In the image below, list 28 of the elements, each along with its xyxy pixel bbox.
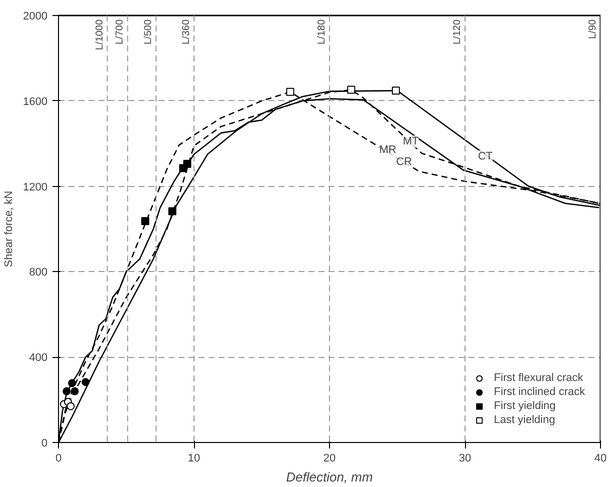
annotation: CR [396,156,412,168]
x-tick-label: 40 [594,452,607,464]
y-axis-title: Shear force, kN [3,190,16,268]
y-tick-label: 1600 [23,96,48,108]
ref-line-label: L/360 [181,19,192,45]
y-tick-label: 400 [29,352,48,364]
annotation: CT [478,150,493,162]
ref-line-label: L/500 [143,19,154,45]
x-tick-label: 0 [55,452,62,464]
y-tick-label: 2000 [23,10,48,22]
legend-label: First inclined crack [494,385,585,399]
annotation: MR [379,144,396,156]
ref-line-label: L/120 [452,19,463,45]
legend-label: Last yielding [494,413,556,427]
legend-label: First flexural crack [494,371,584,385]
ref-line-label: L/700 [114,19,126,45]
y-tick-label: 800 [29,266,48,279]
x-tick-label: 20 [323,452,336,464]
y-tick-label: 0 [41,438,48,450]
x-tick-label: 10 [188,452,200,464]
legend-label: First yielding [494,399,556,413]
ref-line-label: L/180 [316,19,328,45]
x-tick-label: 30 [458,452,472,464]
annotation: MT [402,135,420,148]
x-axis-title: Deflection, mm [286,470,374,484]
ref-line-label: L/90 [588,19,598,39]
ref-line-label: L/1000 [94,19,106,50]
y-tick-label: 1200 [23,181,48,194]
